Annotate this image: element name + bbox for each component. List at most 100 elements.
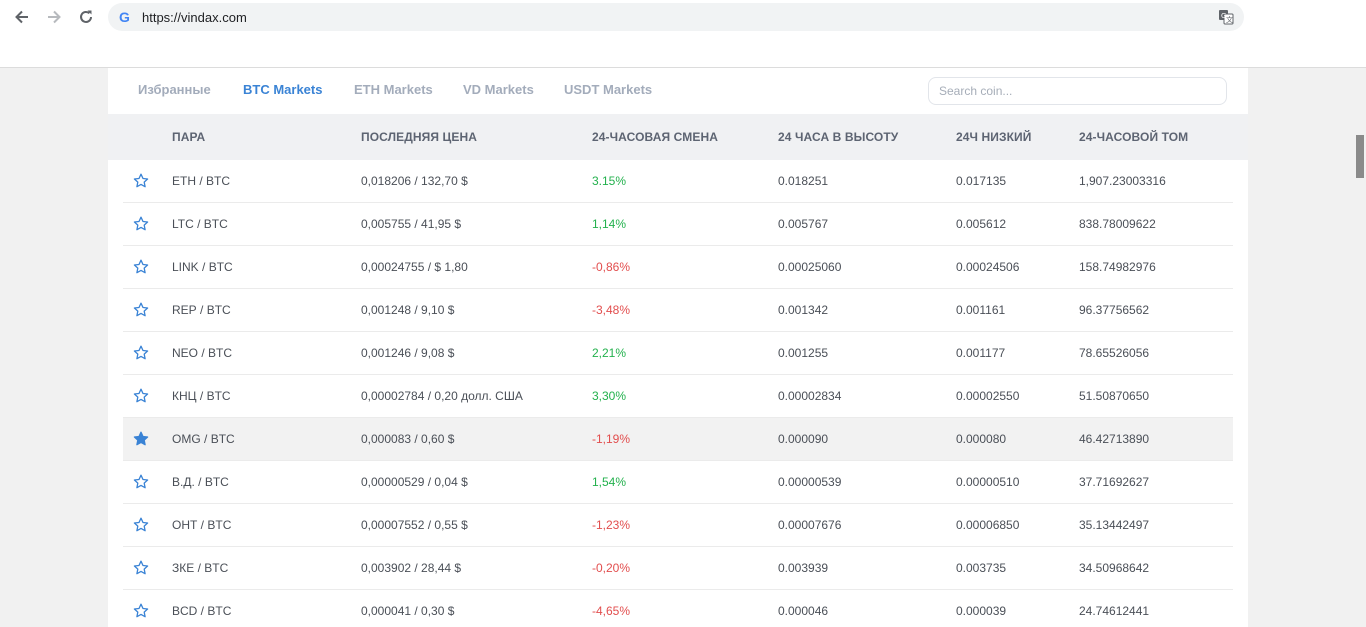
volume-cell: 96.37756562: [1079, 303, 1150, 317]
table-row[interactable]: BCD / BTC 0,000041 / 0,30 $ -4,65% 0.000…: [123, 590, 1233, 627]
pair-quote: BTC: [204, 475, 229, 489]
volume-cell: 34.50968642: [1079, 561, 1150, 575]
table-row[interactable]: В.Д. / BTC 0,00000529 / 0,04 $ 1,54% 0.0…: [123, 461, 1233, 504]
scrollbar-thumb[interactable]: [1356, 135, 1364, 178]
volume-cell: 24.74612441: [1079, 604, 1150, 618]
tab-favorites[interactable]: Избранные: [138, 82, 211, 97]
change-cell: 3,30%: [592, 389, 627, 403]
market-table-body: ETH / BTC 0,018206 / 132,70 $ 3.15% 0.01…: [123, 160, 1233, 627]
reload-button[interactable]: [76, 7, 96, 27]
pair-base: LTC: [172, 217, 194, 231]
star-icon[interactable]: [133, 302, 149, 318]
pair-cell[interactable]: КНЦ / BTC: [172, 389, 231, 403]
change-cell: 2,21%: [592, 346, 627, 360]
table-row[interactable]: КНЦ / BTC 0,00002784 / 0,20 долл. США 3,…: [123, 375, 1233, 418]
address-bar[interactable]: G https://vindax.com G 文: [108, 3, 1244, 31]
pair-base: BCD: [172, 604, 198, 618]
change-cell: -0,86%: [592, 260, 631, 274]
low-cell: 0.00000510: [956, 475, 1020, 489]
pair-cell[interactable]: BCD / BTC: [172, 604, 232, 618]
table-row[interactable]: ETH / BTC 0,018206 / 132,70 $ 3.15% 0.01…: [123, 160, 1233, 203]
svg-text:文: 文: [1226, 15, 1233, 24]
volume-cell: 158.74982976: [1079, 260, 1156, 274]
arrow-right-icon: [48, 10, 61, 24]
table-row[interactable]: NEO / BTC 0,001246 / 9,08 $ 2,21% 0.0012…: [123, 332, 1233, 375]
change-cell: -4,65%: [592, 604, 631, 618]
high-cell: 0.003939: [778, 561, 829, 575]
pair-cell[interactable]: ETH / BTC: [172, 174, 231, 188]
volume-cell: 37.71692627: [1079, 475, 1150, 489]
last-price-cell: 0,005755 / 41,95 $: [361, 217, 462, 231]
translate-icon[interactable]: G 文: [1218, 9, 1234, 25]
last-price-cell: 0,000083 / 0,60 $: [361, 432, 455, 446]
column-last-price[interactable]: ПОСЛЕДНЯЯ ЦЕНА: [361, 130, 478, 144]
table-header: ПАРА ПОСЛЕДНЯЯ ЦЕНА 24-ЧАСОВАЯ СМЕНА 24 …: [108, 114, 1248, 160]
pair-quote: BTC: [210, 432, 235, 446]
volume-cell: 78.65526056: [1079, 346, 1150, 360]
table-row[interactable]: OMG / BTC 0,000083 / 0,60 $ -1,19% 0.000…: [123, 418, 1233, 461]
star-icon[interactable]: [133, 259, 149, 275]
pair-base: REP: [172, 303, 197, 317]
back-button[interactable]: [12, 7, 32, 27]
star-icon[interactable]: [133, 388, 149, 404]
last-price-cell: 0,001246 / 9,08 $: [361, 346, 455, 360]
pair-quote: BTC: [206, 303, 231, 317]
search-coin-input[interactable]: [928, 77, 1227, 105]
table-row[interactable]: ОНТ / BTC 0,00007552 / 0,55 $ -1,23% 0.0…: [123, 504, 1233, 547]
pair-base: ОНТ: [172, 518, 198, 532]
table-row[interactable]: REP / BTC 0,001248 / 9,10 $ -3,48% 0.001…: [123, 289, 1233, 332]
pair-cell[interactable]: В.Д. / BTC: [172, 475, 229, 489]
tab-eth-markets[interactable]: ETH Markets: [354, 82, 433, 97]
pair-cell[interactable]: ОНТ / BTC: [172, 518, 232, 532]
column-24h-high[interactable]: 24 ЧАСА В ВЫСОТУ: [778, 130, 899, 144]
star-icon[interactable]: [133, 603, 149, 619]
last-price-cell: 0,003902 / 28,44 $: [361, 561, 462, 575]
browser-toolbar: G https://vindax.com G 文: [0, 0, 1366, 68]
pair-cell[interactable]: ЗКЕ / BTC: [172, 561, 229, 575]
url-text[interactable]: https://vindax.com: [142, 10, 247, 25]
pair-cell[interactable]: LINK / BTC: [172, 260, 233, 274]
tab-btc-markets[interactable]: BTC Markets: [243, 82, 323, 97]
pair-cell[interactable]: LTC / BTC: [172, 217, 228, 231]
column-24h-low[interactable]: 24Ч НИЗКИЙ: [956, 130, 1032, 144]
page-scrollbar[interactable]: [1352, 68, 1366, 627]
star-icon[interactable]: [133, 173, 149, 189]
change-cell: -0,20%: [592, 561, 631, 575]
star-icon[interactable]: [133, 517, 149, 533]
pair-cell[interactable]: REP / BTC: [172, 303, 231, 317]
reload-icon: [80, 10, 92, 23]
google-icon: G: [119, 9, 130, 25]
forward-button[interactable]: [44, 7, 64, 27]
low-cell: 0.000080: [956, 432, 1007, 446]
high-cell: 0.018251: [778, 174, 829, 188]
column-pair[interactable]: ПАРА: [172, 130, 206, 144]
pair-quote: BTC: [206, 174, 231, 188]
table-row[interactable]: LTC / BTC 0,005755 / 41,95 $ 1,14% 0.005…: [123, 203, 1233, 246]
tab-vd-markets[interactable]: VD Markets: [463, 82, 534, 97]
last-price-cell: 0,000041 / 0,30 $: [361, 604, 455, 618]
last-price-cell: 0,00000529 / 0,04 $: [361, 475, 468, 489]
column-24h-change[interactable]: 24-ЧАСОВАЯ СМЕНА: [592, 130, 718, 144]
low-cell: 0.00006850: [956, 518, 1020, 532]
table-row[interactable]: ЗКЕ / BTC 0,003902 / 28,44 $ -0,20% 0.00…: [123, 547, 1233, 590]
pair-cell[interactable]: OMG / BTC: [172, 432, 235, 446]
pair-quote: BTC: [208, 346, 233, 360]
high-cell: 0.00000539: [778, 475, 842, 489]
star-icon[interactable]: [133, 216, 149, 232]
pair-quote: BTC: [203, 217, 228, 231]
table-row[interactable]: LINK / BTC 0,00024755 / $ 1,80 -0,86% 0.…: [123, 246, 1233, 289]
volume-cell: 35.13442497: [1079, 518, 1150, 532]
star-icon[interactable]: [133, 560, 149, 576]
pair-base: ETH: [172, 174, 196, 188]
column-24h-volume[interactable]: 24-ЧАСОВОЙ ТОМ: [1079, 130, 1189, 144]
last-price-cell: 0,001248 / 9,10 $: [361, 303, 455, 317]
star-icon[interactable]: [133, 345, 149, 361]
high-cell: 0.005767: [778, 217, 829, 231]
pair-cell[interactable]: NEO / BTC: [172, 346, 233, 360]
last-price-cell: 0,00007552 / 0,55 $: [361, 518, 468, 532]
tab-usdt-markets[interactable]: USDT Markets: [564, 82, 653, 97]
last-price-cell: 0,00002784 / 0,20 долл. США: [361, 389, 523, 403]
high-cell: 0.001342: [778, 303, 829, 317]
star-filled-icon[interactable]: [133, 431, 149, 447]
star-icon[interactable]: [133, 474, 149, 490]
